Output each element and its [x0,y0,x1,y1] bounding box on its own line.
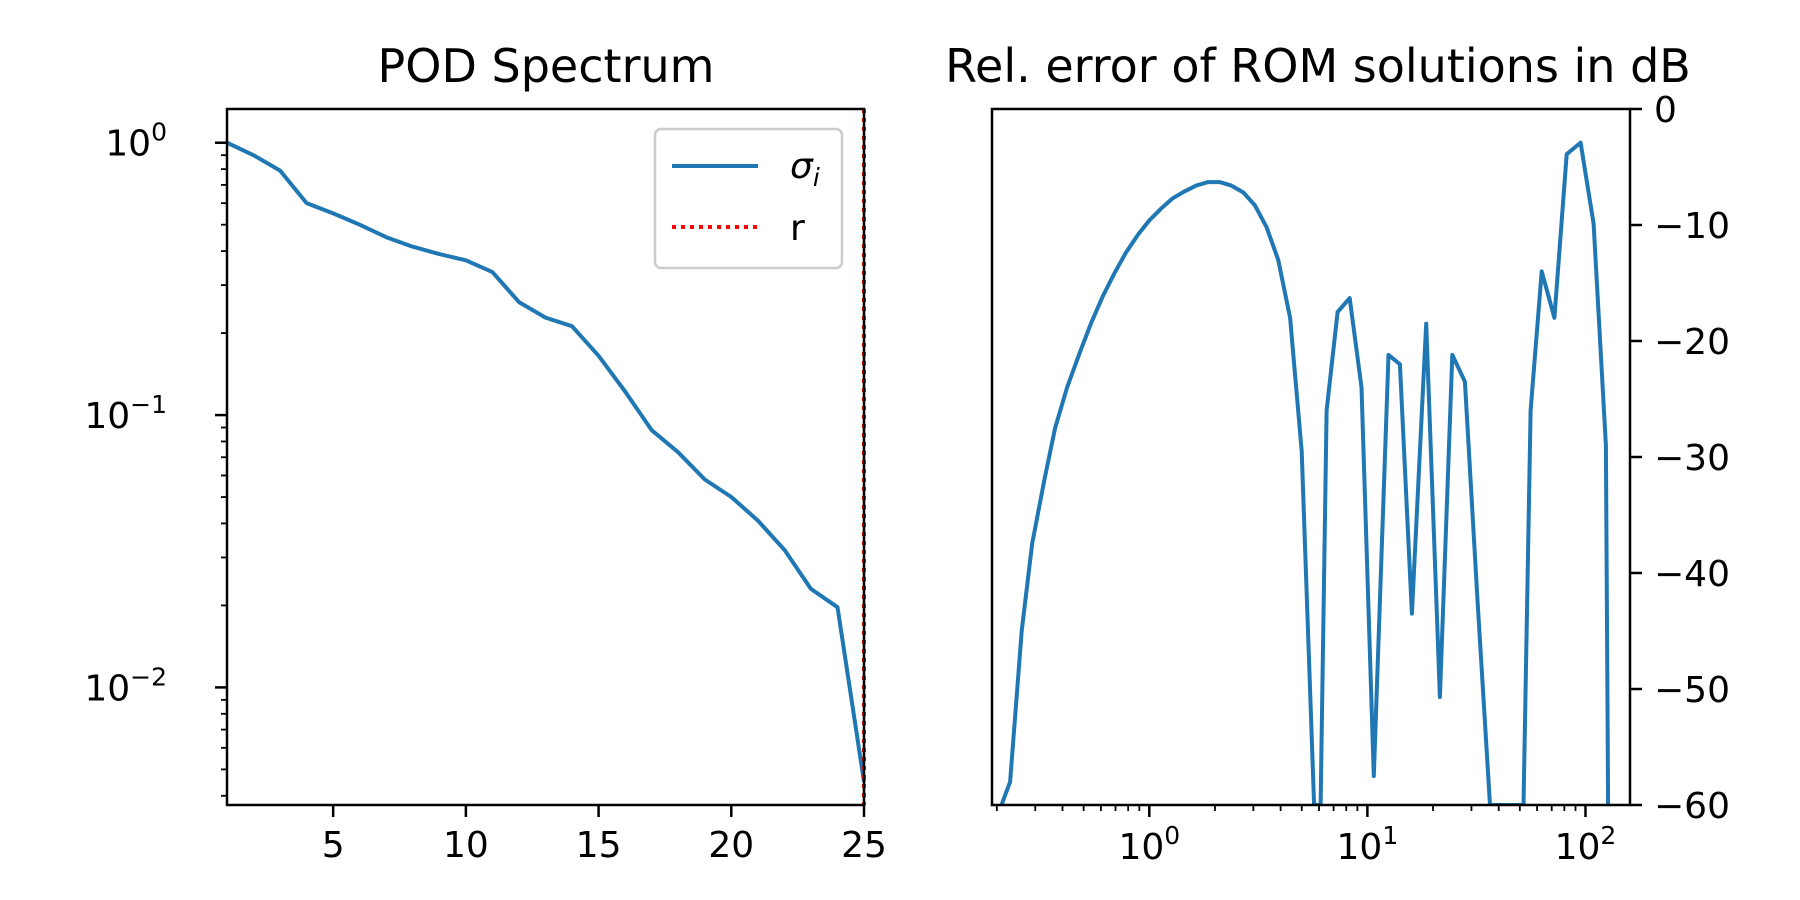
right-x-tick-label: 100 [1118,821,1180,868]
rom-error-series-line [999,140,1611,805]
rel-error-title: Rel. error of ROM solutions in dB [945,39,1691,93]
right-axes-frame [990,107,1632,807]
left-y-tick-label-exp: −1 [130,390,167,419]
right-y-tick-label: −60 [1654,786,1730,827]
right-x-ticks: 100 101 102 [995,805,1617,868]
left-y-tick-label-exp: 0 [151,118,167,147]
right-x-tick-label: 102 [1555,821,1617,868]
left-y-tick-label: 10−1 [84,390,167,437]
right-y-tick-label: −20 [1654,322,1730,363]
left-y-tick-label-base: 10 [84,396,130,437]
right-y-tick-label: −10 [1654,206,1730,247]
legend-r-label: r [790,208,805,249]
legend-sigma-subscript: i [813,163,820,192]
right-x-tick-label-base: 10 [1337,827,1383,868]
left-x-tick-label: 25 [841,825,887,866]
right-x-tick-label-base: 10 [1555,827,1601,868]
right-y-tick-label: −30 [1654,438,1730,479]
right-y-tick-label: −40 [1654,554,1730,595]
left-y-tick-label: 10−2 [84,662,167,709]
legend-box [653,127,844,270]
right-y-tick-label: −50 [1654,670,1730,711]
right-x-tick-label-exp: 1 [1382,821,1398,850]
legend-sigma-label: σi [790,146,820,192]
left-y-tick-label: 100 [105,118,167,165]
left-x-tick-label: 15 [576,825,622,866]
left-y-tick-label-base: 10 [105,124,151,165]
legend-sigma-symbol: σ [790,146,814,187]
left-axes-frame [225,107,866,807]
sigma-series-line [226,140,866,783]
left-x-tick-label: 5 [322,825,345,866]
rel-error-panel: Rel. error of ROM solutions in dB 100 101… [945,39,1730,868]
right-x-tick-label-exp: 0 [1164,821,1180,850]
right-x-tick-label: 101 [1337,821,1399,868]
right-x-tick-label-base: 10 [1118,827,1164,868]
right-plot-area [999,140,1611,805]
left-x-tick-label: 20 [708,825,754,866]
left-x-ticks: 5 10 15 20 25 [322,805,887,866]
left-y-tick-label-base: 10 [84,668,130,709]
right-y-ticks: 0 −10 −20 −30 −40 −50 −60 [1630,90,1730,827]
legend: σi r [653,127,844,270]
left-x-tick-label: 10 [443,825,489,866]
pod-spectrum-title: POD Spectrum [378,39,715,93]
left-y-tick-label-exp: −2 [130,662,167,691]
right-x-tick-label-exp: 2 [1600,821,1616,850]
right-y-tick-label: 0 [1654,90,1677,131]
